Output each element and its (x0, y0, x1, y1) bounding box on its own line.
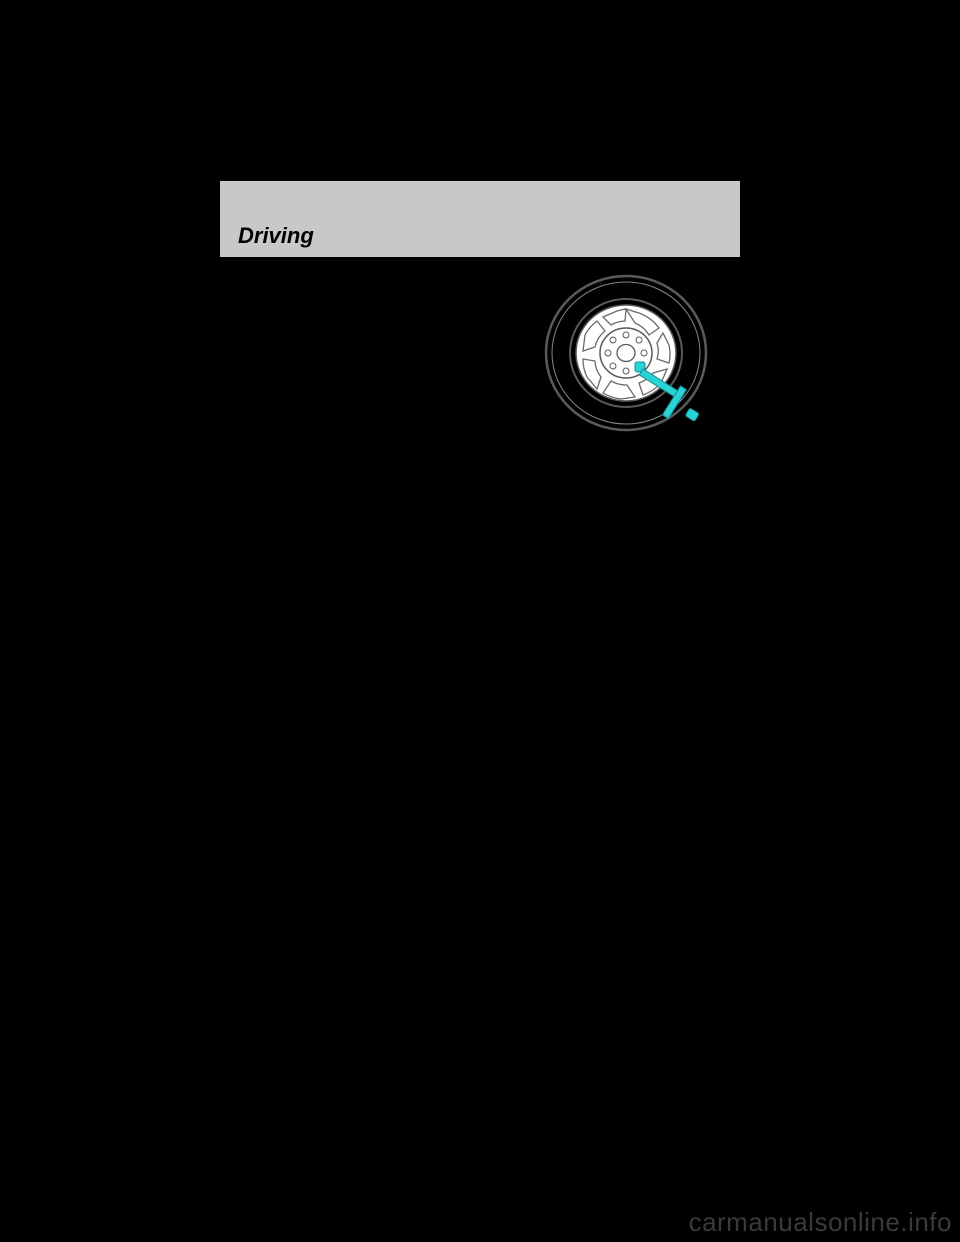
section-header: Driving (220, 180, 740, 258)
tire-svg (531, 273, 736, 448)
manual-page: Driving (220, 180, 740, 278)
section-title: Driving (238, 223, 314, 249)
page-content (220, 258, 740, 278)
tire-illustration (531, 273, 736, 448)
watermark-text: carmanualsonline.info (689, 1207, 952, 1238)
